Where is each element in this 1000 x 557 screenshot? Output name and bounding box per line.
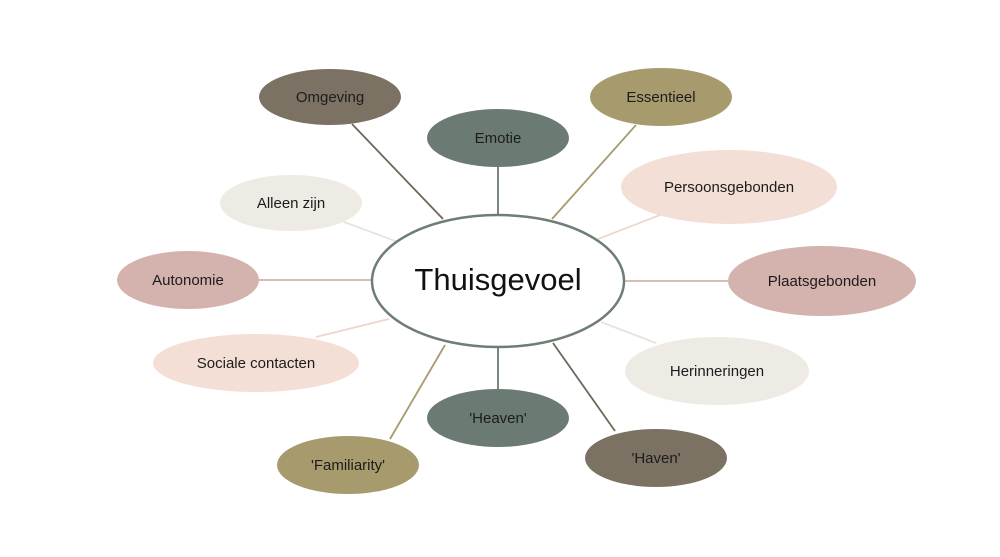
node-label-haven: 'Haven' (631, 450, 680, 467)
center-node: Thuisgevoel (370, 213, 626, 349)
connector-haven (552, 342, 616, 432)
node-ellipse-haven (585, 429, 727, 487)
center-ellipse (370, 213, 626, 349)
center-label: Thuisgevoel (414, 262, 581, 297)
node-label-persoonsgebonden: Persoonsgebonden (664, 179, 794, 196)
node-label-essentieel: Essentieel (626, 89, 695, 106)
node-label-sociale-contacten: Sociale contacten (197, 355, 315, 372)
node-ellipse-essentieel (590, 68, 732, 126)
node-label-autonomie: Autonomie (152, 272, 224, 289)
node-herinneringen: Herinneringen (625, 337, 809, 405)
node-ellipse-heaven (427, 389, 569, 447)
node-omgeving: Omgeving (259, 69, 401, 125)
node-ellipse-plaatsgebonden (728, 246, 916, 316)
connector-persoonsgebonden (597, 214, 661, 240)
node-label-omgeving: Omgeving (296, 89, 364, 106)
connector-alleen-zijn (343, 221, 399, 243)
node-label-familiarity: 'Familiarity' (311, 457, 385, 474)
connector-lines (259, 123, 728, 440)
connector-essentieel (551, 124, 637, 220)
node-ellipse-alleen-zijn (220, 175, 362, 231)
node-label-alleen-zijn: Alleen zijn (257, 195, 325, 212)
node-familiarity: 'Familiarity' (277, 436, 419, 494)
node-ellipse-herinneringen (625, 337, 809, 405)
node-ellipse-familiarity (277, 436, 419, 494)
node-label-herinneringen: Herinneringen (670, 363, 764, 380)
connector-sociale-contacten (315, 318, 390, 338)
node-essentieel: Essentieel (590, 68, 732, 126)
node-ellipse-emotie (427, 109, 569, 167)
connector-omgeving (351, 123, 444, 220)
node-persoonsgebonden: Persoonsgebonden (621, 150, 837, 224)
node-ellipse-persoonsgebonden (621, 150, 837, 224)
node-label-emotie: Emotie (475, 130, 522, 147)
node-emotie: Emotie (427, 109, 569, 167)
node-haven: 'Haven' (585, 429, 727, 487)
connector-familiarity (389, 344, 446, 440)
node-label-heaven: 'Heaven' (469, 410, 527, 427)
node-heaven: 'Heaven' (427, 389, 569, 447)
node-ellipse-sociale-contacten (153, 334, 359, 392)
node-ellipse-autonomie (117, 251, 259, 309)
node-label-plaatsgebonden: Plaatsgebonden (768, 273, 876, 290)
node-sociale-contacten: Sociale contacten (153, 334, 359, 392)
node-autonomie: Autonomie (117, 251, 259, 309)
satellite-nodes: Omgeving Emotie Essentieel Alleen zijn Perso… (117, 68, 916, 494)
connector-herinneringen (600, 321, 657, 344)
node-plaatsgebonden: Plaatsgebonden (728, 246, 916, 316)
node-alleen-zijn: Alleen zijn (220, 175, 362, 231)
node-ellipse-omgeving (259, 69, 401, 125)
